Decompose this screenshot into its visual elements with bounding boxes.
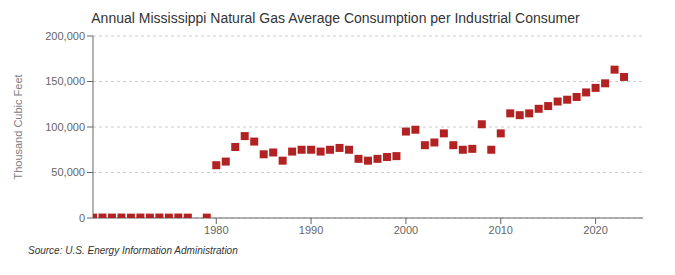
svg-text:2000: 2000 [394, 224, 418, 236]
svg-text:1990: 1990 [299, 224, 323, 236]
svg-text:100,000: 100,000 [45, 121, 85, 133]
html-text:Source: U.S. Energy Informatio: Source: U.S. Energy Information Administ… [28, 245, 238, 256]
svg-text:Thousand Cubic Feet: Thousand Cubic Feet [12, 74, 24, 179]
svg-text:150,000: 150,000 [45, 75, 85, 87]
svg-text:2010: 2010 [489, 224, 513, 236]
html-text:Annual Mississippi Natural Gas: Annual Mississippi Natural Gas Average C… [91, 10, 580, 26]
svg-text:0: 0 [79, 212, 85, 224]
svg-text:50,000: 50,000 [51, 166, 85, 178]
svg-text:200,000: 200,000 [45, 30, 85, 42]
svg-text:1980: 1980 [204, 224, 228, 236]
svg-text:2020: 2020 [583, 224, 607, 236]
